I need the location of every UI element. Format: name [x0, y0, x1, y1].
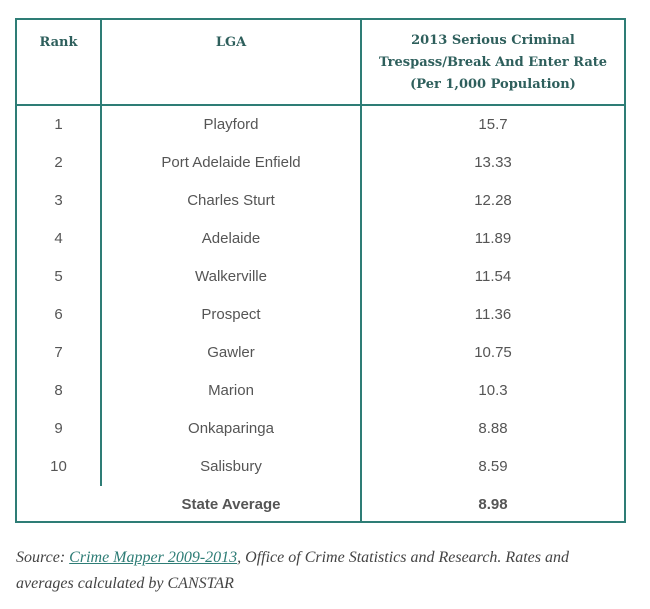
crime-mapper-link[interactable]: Crime Mapper 2009-2013	[69, 549, 238, 566]
table-row: 10 Salisbury 8.59	[17, 448, 624, 486]
row-lga: Walkerville	[195, 268, 267, 285]
header-rate-line2: Trespass/Break And Enter Rate	[378, 55, 608, 70]
crime-rate-table: Rank LGA 2013 Serious Criminal Trespass/…	[15, 18, 626, 523]
row-rate: 11.36	[474, 306, 512, 323]
row-rank: 10	[50, 458, 67, 475]
row-lga: Salisbury	[200, 458, 262, 475]
header-rate-line1: 2013 Serious Criminal	[411, 33, 575, 48]
table-row: 1 Playford 15.7	[17, 106, 624, 144]
table-row: 2 Port Adelaide Enfield 13.33	[17, 144, 624, 182]
row-rate: 15.7	[478, 116, 508, 133]
state-average-label: State Average	[181, 496, 281, 513]
row-rank: 8	[54, 382, 63, 399]
row-rank: 3	[54, 192, 63, 209]
table-header: Rank LGA 2013 Serious Criminal Trespass/…	[17, 20, 624, 106]
table-row: 9 Onkaparinga 8.88	[17, 410, 624, 448]
row-rate: 12.28	[474, 192, 512, 209]
row-rank: 5	[54, 268, 63, 285]
row-lga: Adelaide	[201, 230, 261, 247]
row-lga: Marion	[208, 382, 254, 399]
row-lga: Port Adelaide Enfield	[161, 154, 301, 171]
row-rate: 10.75	[474, 344, 512, 361]
row-lga: Onkaparinga	[188, 420, 274, 437]
table-row: 4 Adelaide 11.89	[17, 220, 624, 258]
header-rank: Rank	[39, 35, 78, 50]
row-rank: 1	[54, 116, 63, 133]
divider-lga-rate	[360, 20, 362, 523]
table-row: 7 Gawler 10.75	[17, 334, 624, 372]
source-suffix: , Office of Crime Statistics and Researc…	[16, 549, 569, 592]
divider-rank-lga	[100, 20, 102, 486]
header-lga: LGA	[215, 35, 247, 50]
row-rank: 4	[54, 230, 63, 247]
row-rate: 13.33	[474, 154, 512, 171]
state-average-row: State Average 8.98	[17, 486, 624, 524]
row-rate: 11.89	[474, 230, 512, 247]
row-lga: Charles Sturt	[187, 192, 275, 209]
source-prefix: Source:	[16, 549, 70, 566]
row-rank: 9	[54, 420, 63, 437]
table-row: 6 Prospect 11.36	[17, 296, 624, 334]
header-rate-line3: (Per 1,000 Population)	[410, 77, 576, 92]
state-average-value: 8.98	[478, 496, 508, 513]
row-rank: 2	[54, 154, 63, 171]
row-rank: 7	[54, 344, 63, 361]
row-rate: 8.88	[478, 420, 508, 437]
row-lga: Gawler	[207, 344, 255, 361]
header-rate: 2013 Serious Criminal Trespass/Break And…	[362, 30, 624, 96]
row-lga: Playford	[203, 116, 259, 133]
row-lga: Prospect	[201, 306, 261, 323]
table-row: 3 Charles Sturt 12.28	[17, 182, 624, 220]
row-rate: 10.3	[478, 382, 508, 399]
table-row: 8 Marion 10.3	[17, 372, 624, 410]
row-rank: 6	[54, 306, 63, 323]
source-note: Source: Crime Mapper 2009-2013, Office o…	[16, 545, 626, 597]
row-rate: 8.59	[478, 458, 508, 475]
table-row: 5 Walkerville 11.54	[17, 258, 624, 296]
row-rate: 11.54	[474, 268, 512, 285]
